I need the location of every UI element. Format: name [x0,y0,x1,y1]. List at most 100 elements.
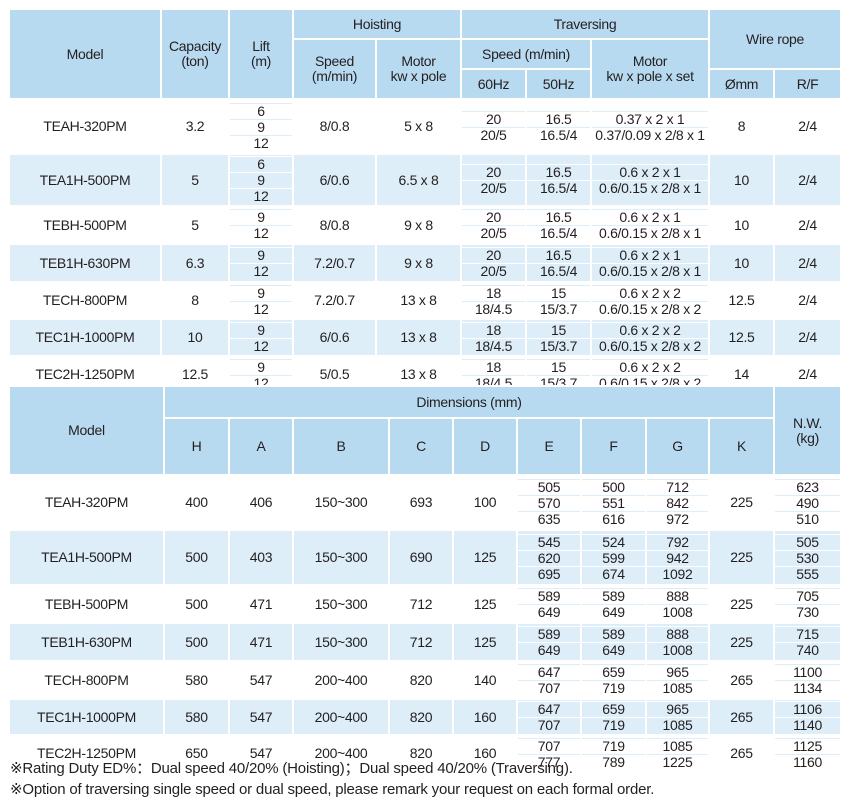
line: 490 [775,494,841,511]
line: 16.5/4 [527,126,590,143]
header: N.W. (kg) [773,385,843,476]
cell: 160 [452,698,518,736]
line: Speed [315,53,354,69]
header: Speed (m/min) [460,38,592,70]
cell: 693 [388,474,454,531]
cell: 8/0.8 [292,205,377,245]
cell: 820 [388,660,454,700]
line: 1100 [775,664,841,680]
line: 705 [775,588,841,604]
cell: TEC2H-1250PM [8,734,165,773]
data-row: TEB1H-630PM 6.3 9 12 7.2/0.7 9 x 8 20 20/5 16.5 1… [8,243,843,283]
header: Traversing [459,8,711,40]
data-row: TEBH-500PM 500 471 150~300 712 125 589 649 589 64… [8,584,843,624]
cell: 715 740 [773,622,843,662]
cell: 20 20/5 [460,98,527,155]
line: 20 [462,164,525,180]
header: H [163,417,230,476]
cell: 7.2/0.7 [292,243,377,283]
cell: 0.6 x 2 x 2 0.6/0.15 x 2/8 x 2 [589,318,711,357]
cell: 200~400 [292,660,390,700]
line: 695 [518,565,580,582]
header-row: 60Hz 50Hz Ømm R/F [9,68,843,100]
cell: 6 9 12 [228,153,294,207]
line: 599 [582,549,645,566]
data-row: TEC1H-1000PM 10 9 12 6/0.6 13 x 8 18 18/4.5 15 15… [8,318,843,357]
line: 792 [647,533,708,550]
line: 589 [582,626,645,642]
cell: 888 1008 [645,622,710,662]
cell: 792 942 1092 [645,529,710,586]
cell: TEAH-320PM [8,474,165,531]
line: 965 [647,701,708,717]
cell: 820 [388,734,454,773]
line: 12 [230,337,292,354]
header: R/F [773,68,843,100]
cell: 16.5 16.5/4 [525,205,592,245]
cell: 471 [228,584,294,624]
cell: TEA1H-500PM [8,529,165,586]
dimension-table: Model Dimensions (mm) N.W. (kg) H A B C D E F G K TEA… [8,385,843,773]
line: 0.6/0.15 x 2/8 x 1 [592,263,709,279]
cell: 140 [452,660,518,700]
line: 635 [518,510,580,527]
cell: 580 [163,698,230,736]
cell: 265 [707,698,776,736]
line: 15/3.7 [527,337,590,354]
cell: 500 [163,622,230,662]
cell: 545 620 695 [516,529,582,586]
cell: 547 [228,698,294,736]
line: kw x pole [390,68,447,84]
line: 1008 [647,604,708,620]
header: Dimensions (mm) [162,385,776,419]
cell: 589 649 [516,622,582,662]
cell: 1106 1140 [773,698,843,736]
cell: 1100 1134 [773,660,843,700]
line: 888 [647,588,708,604]
line: 16.5 [527,110,590,127]
line: 551 [582,494,645,511]
cell: 0.37 x 2 x 1 0.37/0.09 x 2/8 x 1 [589,98,711,155]
line: 20 [462,209,525,225]
line: 510 [775,510,841,527]
cell: 150~300 [292,529,390,586]
line: 16.5 [527,247,590,263]
line: 1106 [775,701,841,717]
cell: 6 9 12 [228,98,294,155]
header: Ømm [708,68,776,100]
cell: 547 [228,660,294,700]
line: 623 [775,478,841,495]
cell: 406 [228,474,294,531]
data-row: TEB1H-630PM 500 471 150~300 712 125 589 649 589 6… [8,622,843,662]
cell: 6/0.6 [292,153,377,207]
line: 20 [462,110,525,127]
header: A [228,417,294,476]
line: (ton) [181,53,209,69]
cell: 20 20/5 [460,243,527,283]
cell: 1085 1225 [645,734,710,773]
line: 12 [230,263,292,279]
cell: 125 [452,622,518,662]
cell: 3.2 [160,98,230,155]
line: 570 [518,494,580,511]
cell: 1125 1160 [773,734,843,773]
header: F [580,417,647,476]
line: 620 [518,549,580,566]
cell: 15 15/3.7 [525,318,592,357]
line: 740 [775,642,841,658]
cell: 888 1008 [645,584,710,624]
cell: 9 12 [228,281,294,320]
header: Speed (m/min) [292,38,377,100]
spec-table: Model Capacity (ton) Lift (m) Hoisting Travers… [8,8,843,394]
cell: TEB1H-630PM [8,622,165,662]
cell: TEB1H-630PM [8,243,162,283]
line: 1085 [647,717,708,733]
header: 50Hz [525,68,592,100]
line: 649 [518,642,580,658]
cell: 647 707 [516,660,582,700]
line: 505 [775,533,841,550]
cell: TECH-800PM [8,660,165,700]
cell: 0.6 x 2 x 1 0.6/0.15 x 2/8 x 1 [589,153,711,207]
line: (m) [250,53,272,69]
